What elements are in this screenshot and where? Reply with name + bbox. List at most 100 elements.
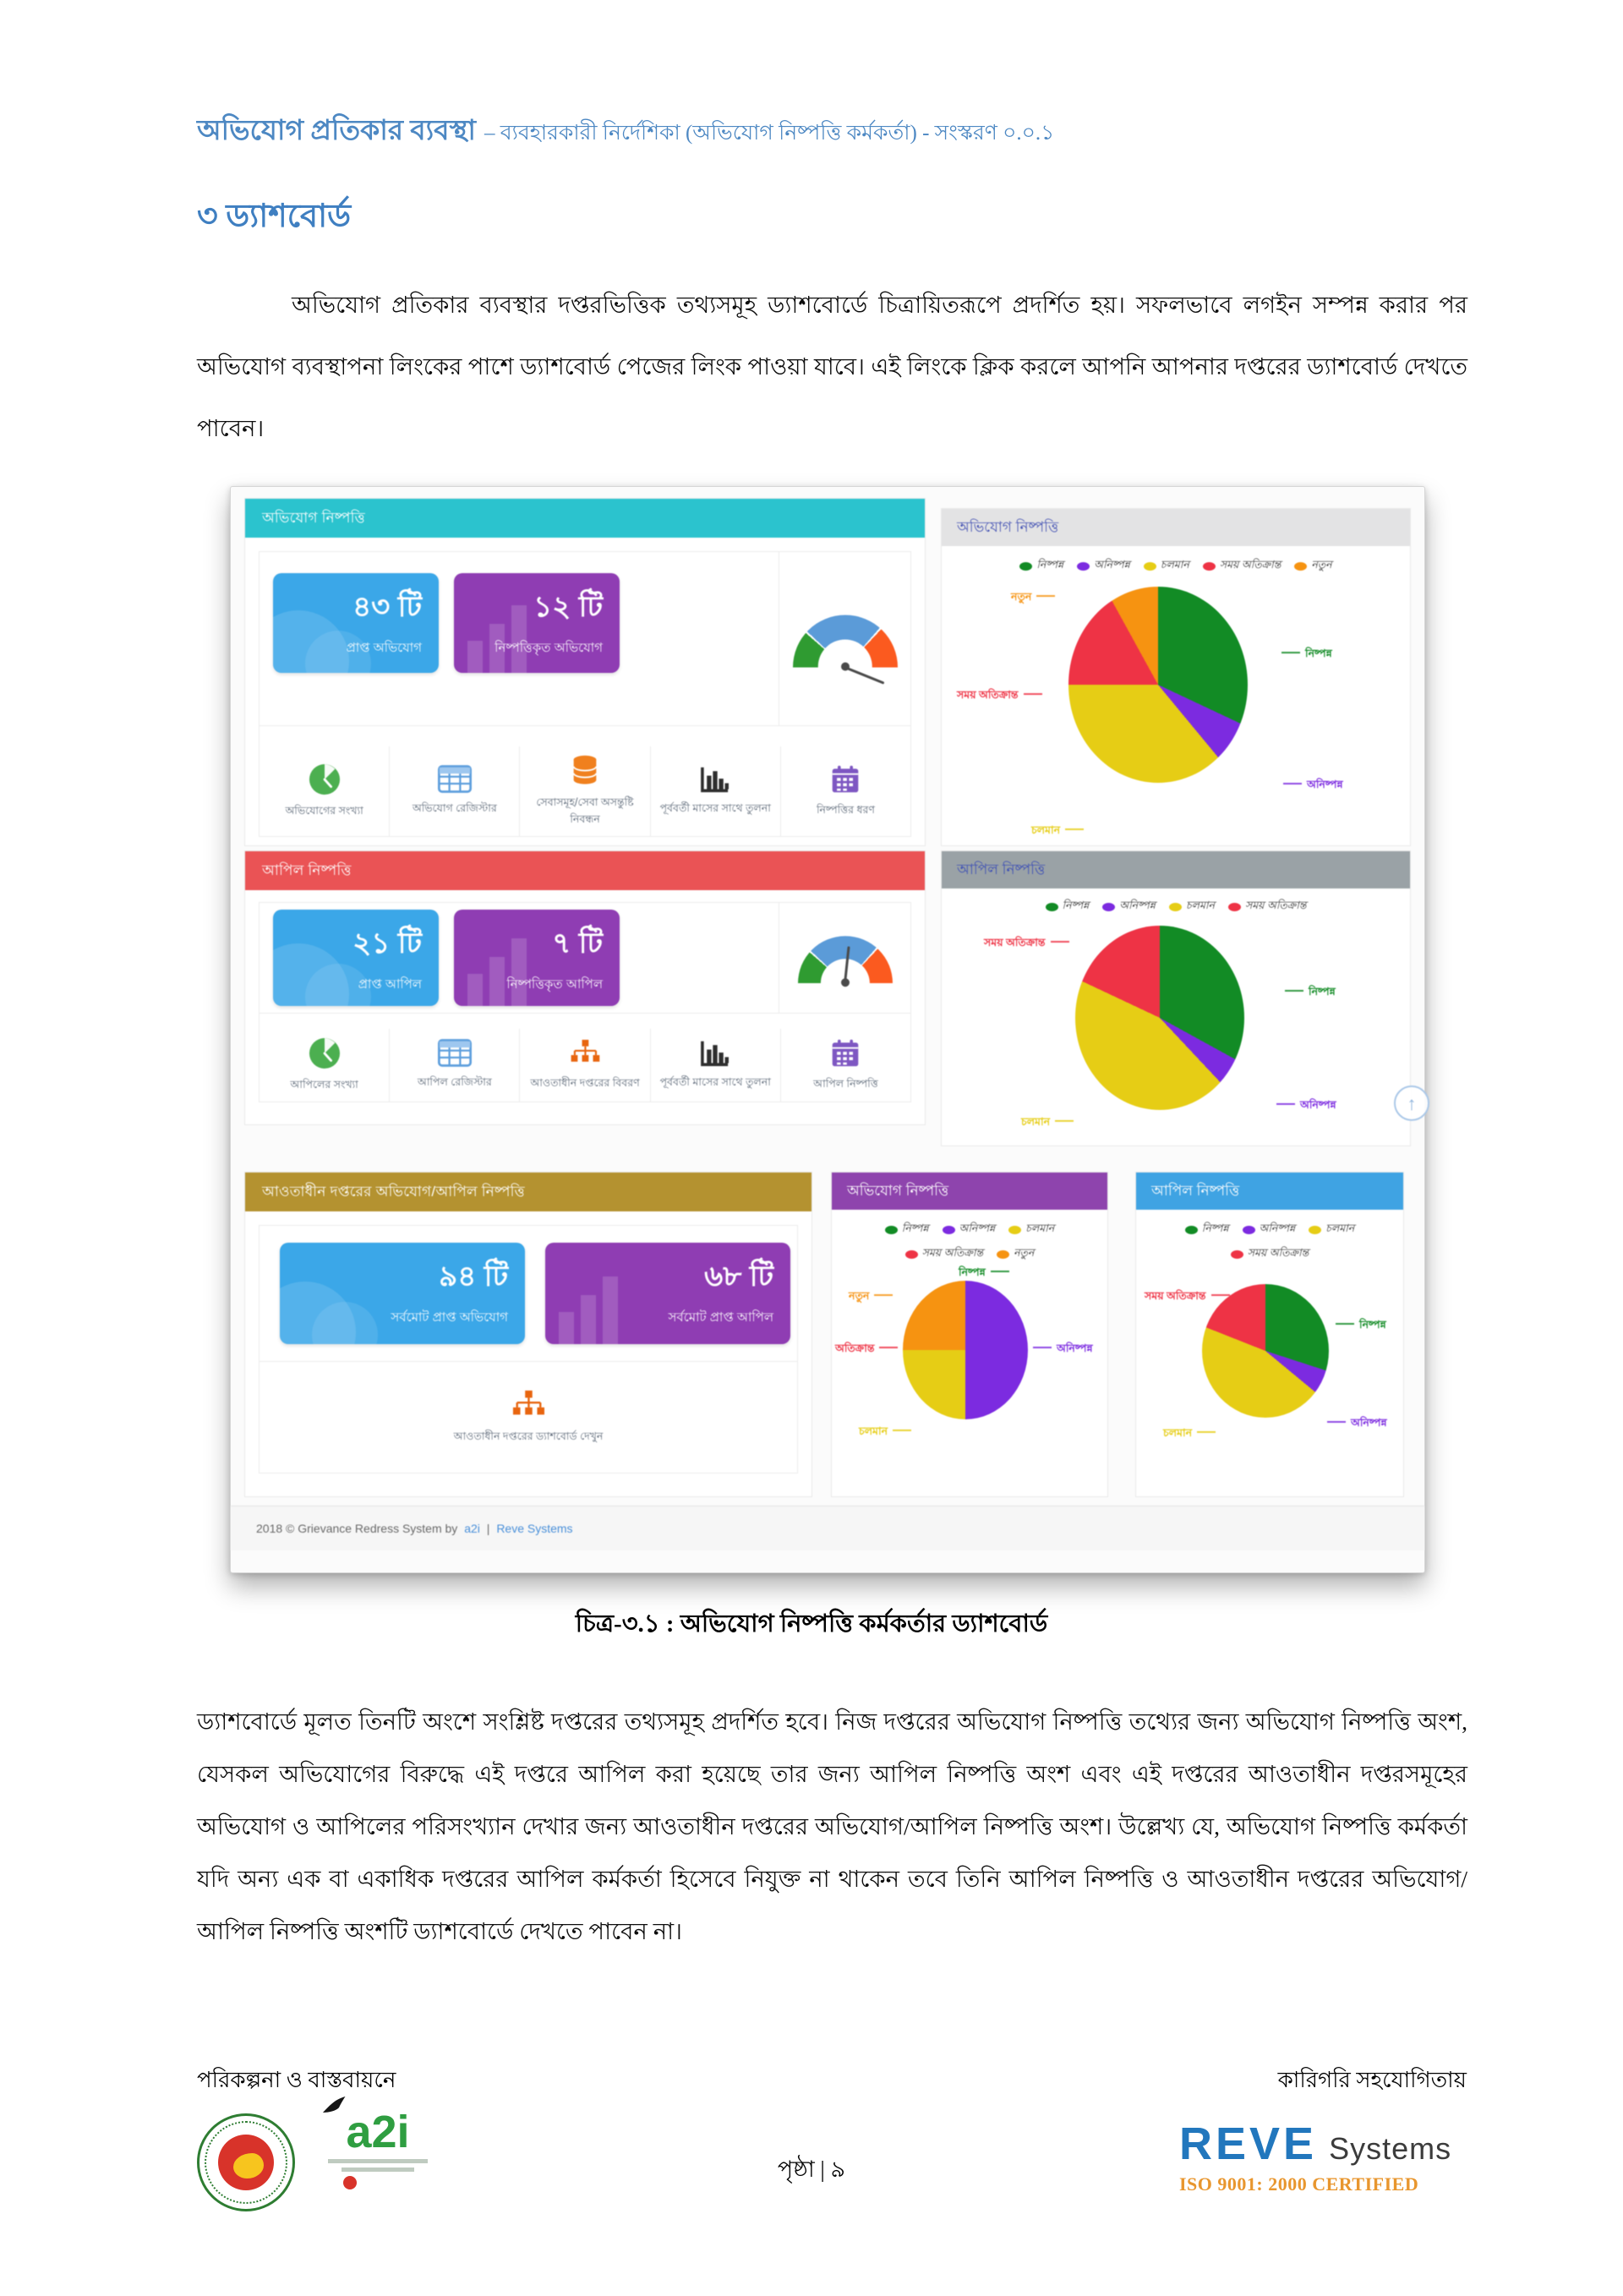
subordinate-complaints-pie-panel: অভিযোগ নিষ্পত্তি নিষ্পন্ন অনিষ্পন্ন চলমা…	[831, 1172, 1108, 1497]
page-number: পৃষ্ঠা | ৯	[777, 2157, 846, 2182]
legend-item: সময় অতিক্রান্ত	[1230, 1246, 1309, 1263]
reve-systems-link: Reve Systems	[496, 1522, 573, 1535]
received-complaints-label: প্রাপ্ত অভিযোগ	[346, 641, 422, 655]
legend-dot	[1045, 903, 1058, 911]
legend-item: নতুন	[997, 1246, 1034, 1263]
appeals-stats: ২১ টি প্রাপ্ত আপিল ৭ টি নিষ্পত্তিকৃত আপি…	[260, 903, 910, 1014]
pie-callout-unresolved: অনিষ্পন্ন	[1283, 778, 1343, 795]
resolved-complaints-card: ১২ টি নিষ্পত্তিকৃত অভিযোগ	[454, 573, 620, 673]
pie-callout-ongoing: চলমান	[1021, 1115, 1074, 1132]
pie-callout-new: নতুন	[1011, 590, 1055, 607]
subordinate-appeals-pie-panel: আপিল নিষ্পত্তি নিষ্পন্ন অনিষ্পন্ন চলমান …	[1135, 1172, 1404, 1497]
pie-callout-resolved: নিষ্পন্ন	[1285, 985, 1336, 1002]
legend-dot	[1168, 903, 1182, 911]
total-appeals-value: ৬৮ টি	[704, 1260, 773, 1293]
figure-caption: চিত্র-৩.১ : অভিযোগ নিষ্পত্তি কর্মকর্তার …	[575, 1610, 1048, 1637]
pie-callout-new: নতুন	[849, 1289, 893, 1306]
pie-chart-icon	[309, 1037, 340, 1069]
legend-item: অনিষ্পন্ন	[942, 1222, 995, 1238]
legend-dot	[1102, 903, 1116, 911]
legend-dot	[1294, 562, 1308, 571]
table-icon	[437, 765, 472, 794]
icon-label: অভিযোগের সংখ্যা	[285, 804, 363, 817]
subordinate-complaints-pie-header: অভিযোগ নিষ্পত্তি	[832, 1173, 1107, 1210]
previous-month-compare-item: পূর্ববর্তী মাসের সাথে তুলনা	[651, 1028, 781, 1102]
appeal-resolution-item: আপিল নিষ্পত্তি	[781, 1029, 910, 1102]
govt-seal-logo	[197, 2113, 295, 2211]
legend-dot	[1143, 562, 1156, 571]
icon-label: পূর্ববর্তী মাসের সাথে তুলনা	[659, 1075, 771, 1088]
subordinate-offices-panel: আওতাধীন দপ্তরের অভিযোগ/আপিল নিষ্পত্তি ৯৪…	[244, 1172, 812, 1497]
pie-callout-overdue: সময় অতিক্রান্ত	[1145, 1289, 1230, 1306]
icon-label: আপিল নিষ্পত্তি	[813, 1077, 878, 1090]
subordinate-complaints-pie-chart	[903, 1281, 1028, 1419]
sitemap-icon	[512, 1391, 544, 1415]
legend-item: চলমান	[1143, 558, 1189, 575]
appeals-pie-panel: আপিল নিষ্পত্তি নিষ্পন্ন অনিষ্পন্ন চলমান …	[941, 850, 1411, 1146]
bird-icon	[322, 2096, 346, 2113]
complaints-icon-row: অভিযোগের সংখ্যা অভিযোগ রেজিস্টার সেবাসমূ…	[260, 746, 910, 836]
appeals-panel: আপিল নিষ্পত্তি ২১ টি প্রাপ্ত আপিল ৭ টি ন…	[244, 850, 926, 1125]
pie-callout-unresolved: অনিষ্পন্ন	[1327, 1416, 1387, 1433]
legend-item: অনিষ্পন্ন	[1077, 558, 1130, 575]
pie-callout-ongoing: চলমান	[859, 1424, 911, 1441]
pie-callout-unresolved: অনিষ্পন্ন	[1033, 1342, 1093, 1358]
pie-callout-overdue: সময় অতিক্রান্ত	[957, 688, 1042, 705]
subordinate-panel-body: ৯৪ টি সর্বমোট প্রাপ্ত অভিযোগ ৬৮ টি সর্বম…	[259, 1225, 798, 1473]
dashboard: অভিযোগ নিষ্পত্তি ৪৩ টি প্রাপ্ত অভিযোগ ১২…	[231, 487, 1429, 1572]
calendar-icon	[833, 765, 859, 793]
complaints-gauge	[792, 614, 898, 685]
pie-callout-ongoing: চলমান	[1031, 823, 1084, 840]
complaints-pie-chart	[1068, 587, 1248, 783]
legend-item: সময় অতিক্রান্ত	[904, 1246, 983, 1263]
complaint-register-item: অভিযোগ রেজিস্টার	[390, 746, 521, 836]
icon-label: নিষ্পত্তির ধরণ	[816, 803, 875, 816]
appeals-pie-header: আপিল নিষ্পত্তি	[942, 851, 1410, 888]
received-complaints-value: ৪৩ টি	[352, 591, 422, 623]
received-appeals-card: ২১ টি প্রাপ্ত আপিল	[273, 910, 439, 1006]
legend-item: নতুন	[1294, 558, 1332, 575]
technical-support-label: কারিগরি সহযোগিতায়	[1277, 2068, 1467, 2092]
icon-label: সেবাসমূহ/সেবা অসন্তুষ্টি নিবন্ধন	[536, 796, 634, 825]
reve-systems-text: Systems	[1329, 2131, 1452, 2166]
previous-month-compare-item: পূর্ববর্তী মাসের সাথে তুলনা	[651, 746, 781, 836]
resolved-complaints-label: নিষ্পত্তিকৃত অভিযোগ	[495, 641, 603, 655]
appeals-pie-chart	[1075, 926, 1244, 1110]
scroll-to-top-button: ↑	[1394, 1085, 1429, 1121]
appeals-gauge	[797, 936, 893, 987]
received-appeals-label: প্রাপ্ত আপিল	[358, 977, 422, 992]
bar-chart-icon	[701, 1041, 730, 1066]
doc-title: অভিযোগ প্রতিকার ব্যবস্থা	[197, 116, 476, 146]
subordinate-appeals-pie-header: আপিল নিষ্পত্তি	[1136, 1173, 1403, 1210]
reve-wordmark: REVE	[1179, 2118, 1318, 2169]
service-dissatisfaction-item: সেবাসমূহ/সেবা অসন্তুষ্টি নিবন্ধন	[520, 746, 651, 836]
appeals-panel-body: ২১ টি প্রাপ্ত আপিল ৭ টি নিষ্পত্তিকৃত আপি…	[259, 902, 911, 1102]
legend-item: নিষ্পন্ন	[1019, 558, 1063, 575]
total-complaints-value: ৯৪ টি	[439, 1260, 508, 1293]
subordinate-complaints-legend: নিষ্পন্ন অনিষ্পন্ন চলমান সময় অতিক্রান্ত…	[840, 1222, 1099, 1263]
pie-callout-resolved: নিষ্পন্ন	[1336, 1318, 1386, 1335]
appeal-count-item: আপিলের সংখ্যা	[260, 1028, 391, 1102]
complaints-pie-header: অভিযোগ নিষ্পত্তি	[942, 509, 1410, 546]
pie-callout-resolved: নিষ্পন্ন	[1281, 647, 1332, 664]
gauge-hub	[840, 661, 850, 670]
complaints-pie-panel: অভিযোগ নিষ্পত্তি নিষ্পন্ন অনিষ্পন্ন চলমা…	[941, 508, 1411, 846]
complaints-panel: অভিযোগ নিষ্পত্তি ৪৩ টি প্রাপ্ত অভিযোগ ১২…	[244, 498, 926, 846]
copyright-text: 2018 © Grievance Redress System by	[256, 1522, 458, 1535]
doc-subtitle: – ব্যবহারকারী নির্দেশিকা (অভিযোগ নিষ্পত্…	[484, 122, 1055, 145]
complaints-stats: ৪৩ টি প্রাপ্ত অভিযোগ ১২ টি নিষ্পত্তিকৃত …	[260, 552, 910, 726]
sitemap-icon	[571, 1040, 600, 1062]
total-complaints-label: সর্বমোট প্রাপ্ত অভিযোগ	[391, 1310, 508, 1325]
pie-callout-unresolved: অনিষ্পন্ন	[1276, 1098, 1336, 1115]
subordinate-appeals-legend: নিষ্পন্ন অনিষ্পন্ন চলমান সময় অতিক্রান্ত	[1145, 1222, 1395, 1263]
icon-label: পূর্ববর্তী মাসের সাথে তুলনা	[659, 801, 771, 814]
section-title: ৩ ড্যাশবোর্ড	[197, 199, 352, 234]
legend-item: নিষ্পন্ন	[1045, 899, 1089, 916]
resolution-type-item: নিষ্পত্তির ধরণ	[781, 746, 910, 836]
legend-item: চলমান	[1309, 1222, 1354, 1238]
legend-item: চলমান	[1008, 1222, 1054, 1238]
appeals-panel-header: আপিল নিষ্পত্তি	[245, 851, 925, 890]
received-appeals-value: ২১ টি	[352, 927, 422, 959]
legend-dot	[904, 1250, 918, 1259]
